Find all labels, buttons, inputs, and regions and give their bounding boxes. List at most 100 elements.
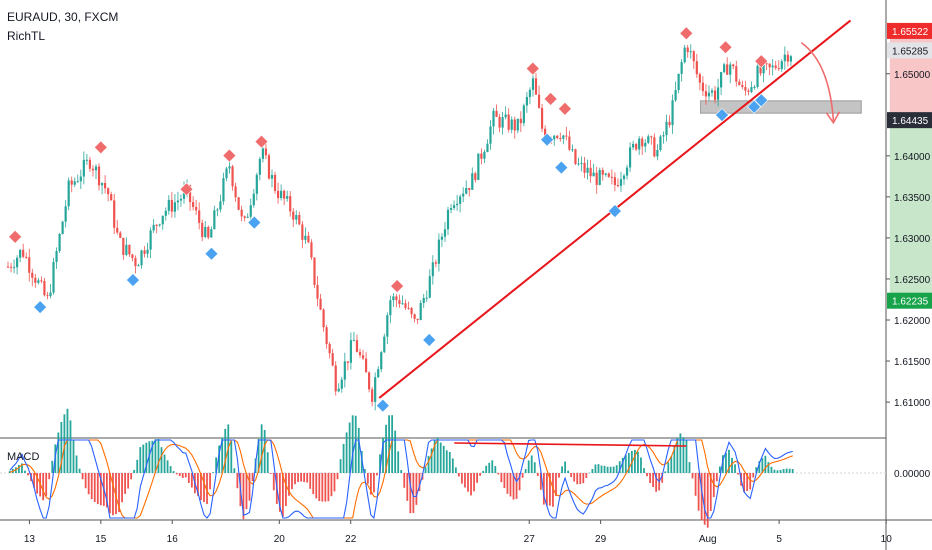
- candle-body-163: [501, 117, 504, 128]
- candle-body-197: [604, 173, 607, 175]
- macd-hist-bar-217: [667, 462, 670, 473]
- macd-hist-bar-196: [603, 465, 606, 473]
- candle-body-12: [43, 280, 46, 296]
- candle-body-235: [720, 72, 723, 88]
- candle-body-140: [431, 262, 434, 277]
- candle-body-41: [131, 254, 134, 259]
- macd-hist-bar-187: [576, 473, 579, 485]
- macd-hist-bar-18: [63, 414, 66, 473]
- macd-hist-bar-113: [351, 415, 354, 473]
- candle-body-183: [562, 135, 565, 139]
- macd-hist-bar-91: [285, 473, 287, 507]
- swing-high-marker-5: [390, 279, 405, 294]
- candle-body-214: [656, 149, 659, 157]
- candle-body-15: [52, 261, 55, 293]
- candle-body-205: [628, 147, 632, 168]
- macd-hist-bar-115: [357, 427, 360, 473]
- candle-body-222: [680, 62, 683, 74]
- macd-hist-bar-206: [633, 449, 636, 473]
- candle-body-153: [471, 173, 474, 190]
- candle-body-217: [665, 121, 668, 136]
- macd-hist-bar-123: [382, 437, 384, 473]
- macd-hist-bar-202: [621, 457, 624, 473]
- candle-body-5: [22, 249, 25, 257]
- macd-hist-bar-257: [788, 468, 791, 473]
- macd-hist-bar-213: [655, 473, 658, 492]
- candle-body-136: [419, 302, 422, 320]
- y-tick-label-1: 1.64000: [894, 152, 931, 163]
- macd-hist-bar-159: [491, 460, 494, 473]
- macd-hist-bar-45: [145, 442, 148, 473]
- candle-body-62: [195, 206, 198, 211]
- candle-body-256: [783, 54, 786, 62]
- macd-hist-bar-239: [734, 464, 736, 473]
- candle-body-162: [498, 116, 501, 128]
- macd-hist-bar-167: [515, 473, 518, 499]
- price-badge-3: [887, 292, 932, 309]
- macd-hist-bar-191: [588, 472, 591, 474]
- macd-hist-bar-64: [203, 473, 205, 503]
- macd-hist-bar-233: [715, 473, 718, 482]
- macd-hist-bar-89: [278, 473, 281, 512]
- candle-body-29: [94, 166, 98, 171]
- macd-hist-bar-256: [785, 468, 788, 473]
- macd-hist-bar-243: [746, 473, 749, 492]
- candle-body-117: [361, 355, 365, 359]
- candle-body-98: [304, 235, 307, 240]
- macd-hist-bar-92: [288, 473, 290, 496]
- candle-body-164: [504, 114, 507, 118]
- macd-hist-bar-105: [327, 473, 330, 502]
- macd-hist-bar-248: [761, 458, 764, 473]
- macd-hist-bar-27: [90, 473, 93, 500]
- candle-body-74: [231, 166, 234, 187]
- candle-body-204: [625, 167, 629, 176]
- x-tick-label-4: 22: [345, 534, 357, 545]
- x-tick-label-3: 20: [274, 534, 286, 545]
- candle-body-193: [592, 172, 595, 177]
- macd-hist-bar-160: [494, 466, 497, 473]
- swing-low-marker-9: [715, 108, 729, 122]
- candle-body-188: [577, 163, 580, 165]
- candle-body-64: [201, 222, 204, 237]
- candle-body-176: [540, 107, 544, 129]
- macd-hist-bar-85: [266, 452, 269, 473]
- x-tick-label-0: 13: [24, 534, 36, 545]
- macd-hist-bar-168: [518, 473, 521, 491]
- candle-body-200: [613, 177, 616, 186]
- macd-hist-bar-48: [154, 439, 157, 473]
- swing-high-marker-11: [754, 54, 769, 69]
- price-badge-2: [887, 112, 932, 129]
- macd-hist-bar-166: [512, 473, 515, 500]
- macd-hist-bar-20: [69, 420, 72, 473]
- macd-hist-bar-126: [391, 415, 394, 473]
- candle-body-234: [716, 87, 720, 100]
- macd-hist-bar-75: [236, 473, 239, 489]
- macd-hist-bar-8: [33, 473, 35, 488]
- candle-body-30: [97, 166, 101, 186]
- price-badge-1: [887, 42, 932, 59]
- swing-low-marker-1: [126, 273, 140, 287]
- candle-body-65: [204, 227, 207, 237]
- macd-hist-bar-181: [558, 473, 560, 478]
- candle-body-11: [40, 280, 43, 282]
- macd-hist-bar-150: [464, 473, 466, 488]
- candle-body-82: [255, 174, 258, 194]
- candle-body-80: [249, 205, 252, 217]
- candle-body-243: [744, 87, 747, 91]
- macd-hist-bar-144: [445, 450, 448, 473]
- macd-hist-bar-254: [779, 469, 782, 473]
- macd-hist-bar-4: [21, 463, 23, 473]
- macd-hist-bar-69: [218, 445, 221, 473]
- candle-body-38: [122, 237, 125, 255]
- macd-hist-bar-156: [482, 470, 485, 473]
- candle-body-75: [234, 186, 237, 198]
- macd-hist-bar-80: [251, 473, 254, 482]
- macd-hist-bar-53: [169, 466, 172, 473]
- macd-hist-bar-121: [376, 473, 378, 476]
- take-profit-zone: [889, 120, 932, 301]
- macd-hist-bar-193: [594, 464, 597, 473]
- candle-body-99: [307, 235, 310, 243]
- macd-hist-bar-236: [725, 452, 727, 473]
